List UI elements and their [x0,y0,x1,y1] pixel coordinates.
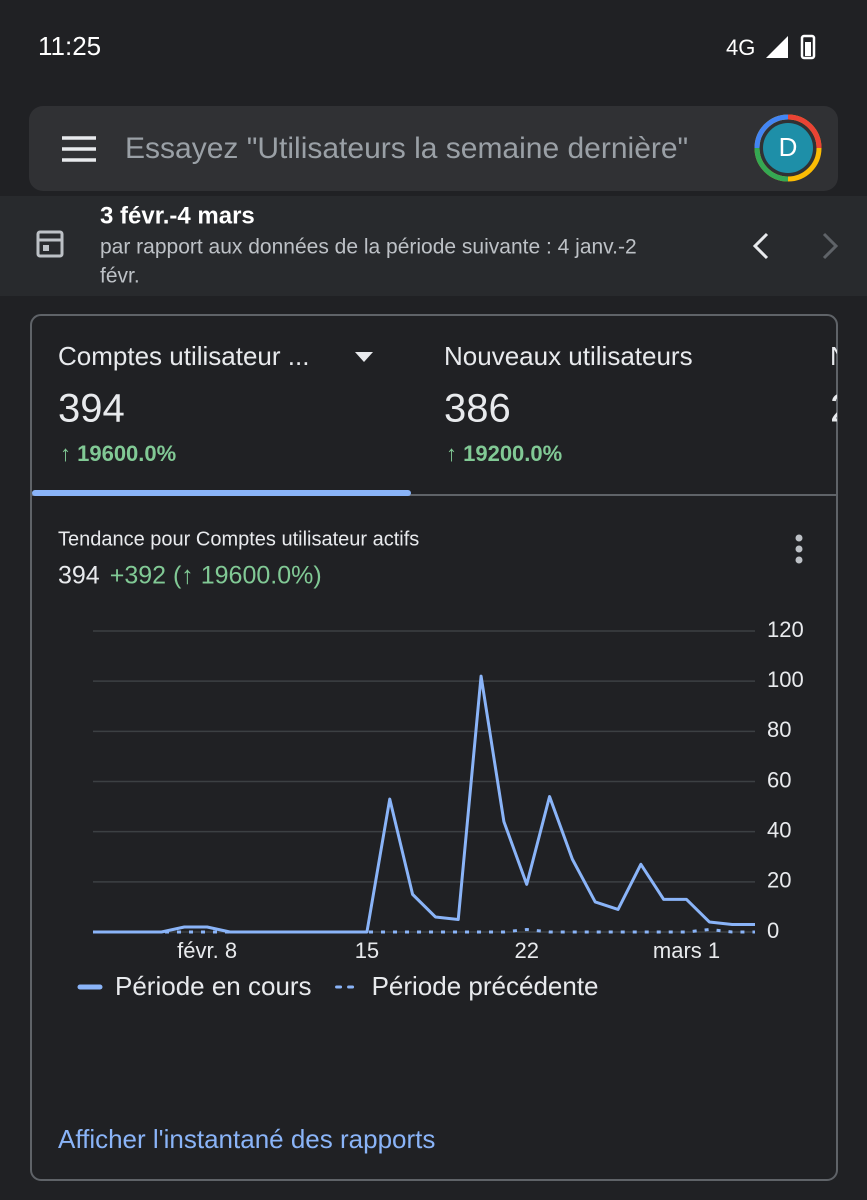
x-tick-label: 22 [514,938,538,963]
summary-value: 394 [58,562,100,590]
prev-button[interactable] [752,232,769,260]
tabs: Comptes utilisateur ... 394 ↑ 19600.0% Nouv… [58,341,852,466]
tab-value: 2 [830,387,852,431]
report-link[interactable]: Afficher l'instantané des rapports [58,1124,435,1154]
menu-icon[interactable] [62,136,96,162]
y-tick-label: 60 [767,767,791,792]
tab-label[interactable]: N [830,341,849,371]
tab-label[interactable]: Comptes utilisateur ... [58,341,309,371]
card [30,314,838,1181]
search-placeholder[interactable]: Essayez "Utilisateurs la semaine dernièr… [125,132,688,165]
avatar-ring-green [754,147,789,182]
avatar[interactable] [763,123,813,173]
tab-label[interactable]: Nouveaux utilisateurs [444,341,693,371]
summary-change: +392 (↑ 19600.0%) [110,562,322,590]
legend-label: Période en cours [115,971,312,1001]
search-bar[interactable] [29,106,838,191]
tab-value: 394 [58,387,125,431]
dropdown-icon[interactable] [355,352,373,362]
status-time: 11:25 [38,31,101,61]
chart: 0 20 40 60 80 100 120 févr. 8 15 22 mars 1 Période … [77,617,804,1001]
y-tick-label: 40 [767,817,791,842]
y-tick-label: 120 [767,617,804,642]
y-tick-label: 100 [767,667,804,692]
x-tick-label: mars 1 [653,938,720,963]
comparison: févr. [100,265,140,288]
x-tick-label: 15 [355,938,379,963]
x-tick-label: févr. 8 [177,938,237,963]
tab-change: ↑ 19600.0% [60,441,176,466]
series-line [93,674,755,934]
calendar-icon [36,230,64,258]
chart-title: Tendance pour Comptes utilisateur actifs [58,528,419,550]
y-tick-label: 80 [767,717,791,742]
tab-indicator [32,490,411,496]
avatar-letter: D [779,132,798,162]
y-tick-label: 20 [767,868,791,893]
battery-icon [800,34,816,60]
legend-label: Période précédente [372,971,599,1001]
date-range[interactable]: 3 févr.-4 mars [100,202,255,229]
avatar-ring-blue [754,114,789,149]
battery-level [805,42,811,56]
tab-value: 386 [444,387,511,431]
avatar-ring-red [787,114,822,149]
tab-change: ↑ 19200.0% [446,441,562,466]
next-button[interactable] [822,232,839,260]
series-line [93,927,755,934]
y-tick-label: 0 [767,918,779,943]
network: 4G [726,35,755,60]
comparison: par rapport aux données de la période su… [100,236,637,259]
more-menu[interactable] [795,534,803,564]
signal-icon [766,36,788,58]
date-section [0,196,867,296]
